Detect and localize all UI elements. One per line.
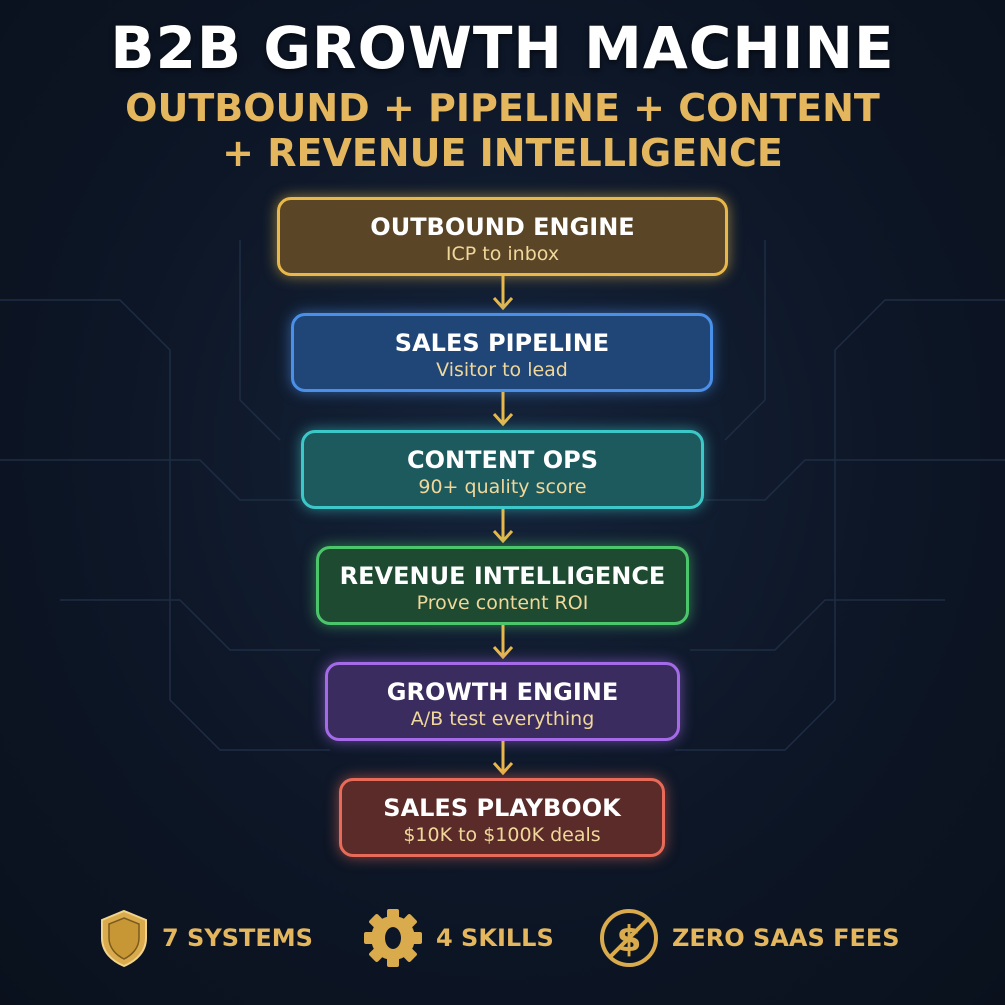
footer-item-zero-fees: $ ZERO SAAS FEES xyxy=(598,909,900,967)
stage-content-ops: CONTENT OPS 90+ quality score xyxy=(301,430,704,509)
no-dollar-icon: $ xyxy=(600,909,658,967)
footer-label: 4 SKILLS xyxy=(436,924,554,952)
arrow-down-icon xyxy=(492,509,514,544)
stage-growth-engine: GROWTH ENGINE A/B test everything xyxy=(325,662,680,741)
subtitle-line-1: OUTBOUND + PIPELINE + CONTENT xyxy=(125,86,880,130)
arrow-down-icon xyxy=(492,625,514,660)
stage-subtitle: Visitor to lead xyxy=(436,359,568,381)
stage-subtitle: ICP to inbox xyxy=(445,243,560,265)
footer-label: ZERO SAAS FEES xyxy=(672,924,900,952)
stage-subtitle: A/B test everything xyxy=(410,708,595,730)
stage-title: SALES PLAYBOOK xyxy=(383,794,621,822)
stage-revenue-intelligence: REVENUE INTELLIGENCE Prove content ROI xyxy=(316,546,689,625)
stage-subtitle: 90+ quality score xyxy=(418,476,587,498)
subtitle-line-2: + REVENUE INTELLIGENCE xyxy=(222,131,783,175)
page-title: B2B GROWTH MACHINE xyxy=(110,14,895,82)
shield-icon xyxy=(101,909,147,968)
arrow-down-icon xyxy=(492,392,514,427)
stage-sales-pipeline: SALES PIPELINE Visitor to lead xyxy=(291,313,713,392)
stage-sales-playbook: SALES PLAYBOOK $10K to $100K deals xyxy=(339,778,665,857)
stage-subtitle: $10K to $100K deals xyxy=(403,824,601,846)
footer-item-skills: 4 SKILLS xyxy=(362,909,554,967)
stage-outbound-engine: OUTBOUND ENGINE ICP to inbox xyxy=(277,197,728,276)
stage-title: CONTENT OPS xyxy=(407,446,598,474)
stage-title: GROWTH ENGINE xyxy=(386,678,619,706)
stage-subtitle: Prove content ROI xyxy=(416,592,589,614)
stage-title: REVENUE INTELLIGENCE xyxy=(339,562,666,590)
gear-icon xyxy=(364,909,422,967)
footer-item-systems: 7 SYSTEMS xyxy=(98,909,313,968)
footer-label: 7 SYSTEMS xyxy=(162,924,313,952)
stage-title: SALES PIPELINE xyxy=(394,329,610,357)
arrow-down-icon xyxy=(492,276,514,311)
stage-title: OUTBOUND ENGINE xyxy=(370,213,635,241)
arrow-down-icon xyxy=(492,741,514,776)
